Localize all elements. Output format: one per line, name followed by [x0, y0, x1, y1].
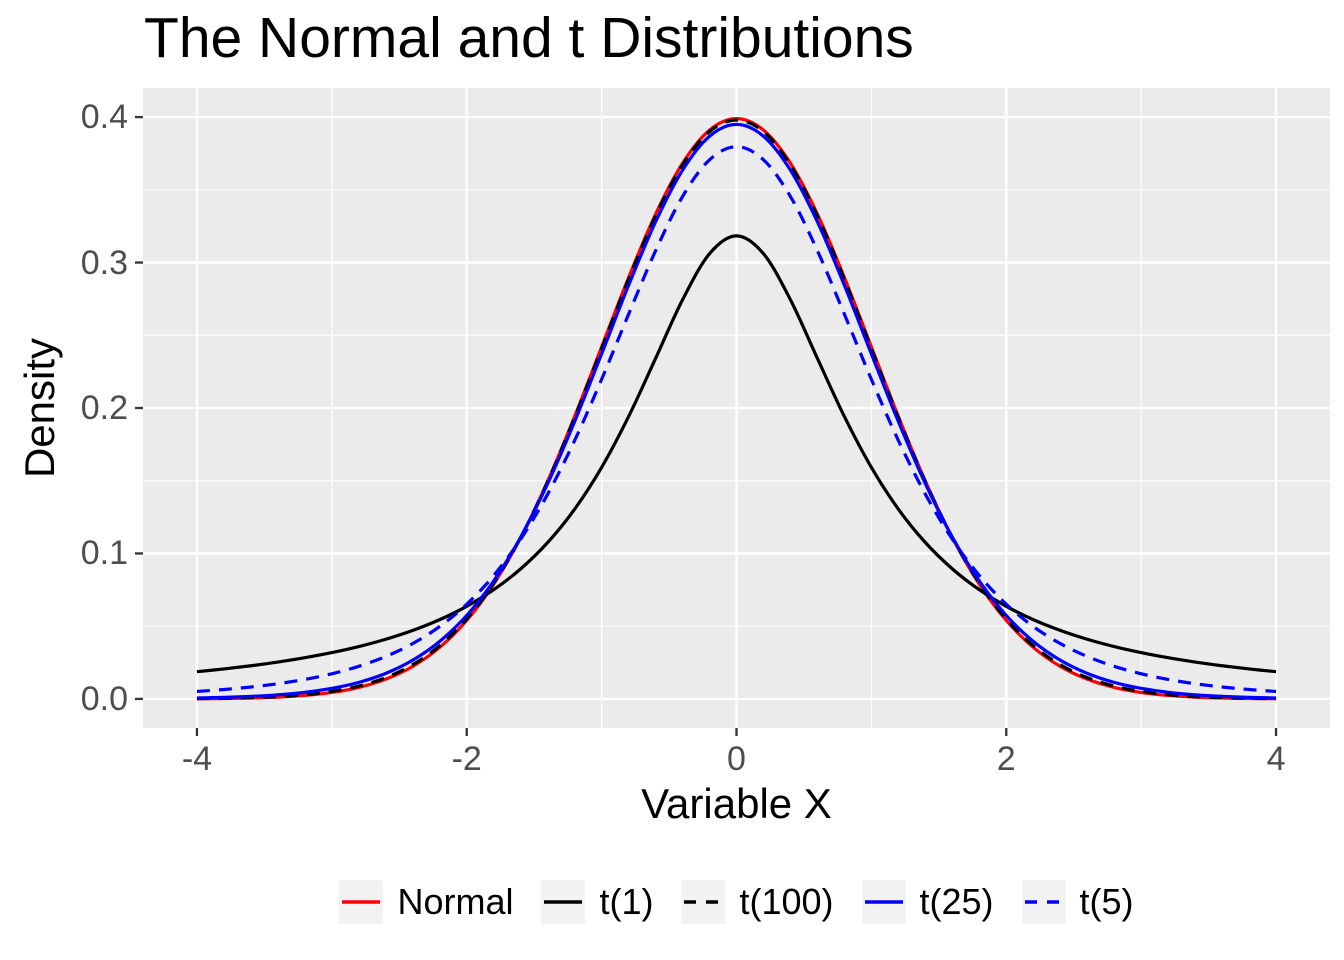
- legend-label: Normal: [397, 881, 514, 922]
- legend-item-t-100: t(100): [681, 880, 834, 924]
- curve-t-100: [196, 118, 1277, 701]
- y-tick-label: 0.1: [80, 534, 128, 573]
- curve-t-5: [196, 145, 1277, 694]
- x-tick-label: -4: [181, 740, 213, 778]
- legend-item-normal: Normal: [339, 880, 513, 924]
- legend-label: t(100): [739, 881, 834, 922]
- curve-t-25: [196, 122, 1277, 700]
- x-tick-label: 0: [727, 740, 746, 778]
- legend-label: t(5): [1079, 881, 1134, 922]
- legend-key-swatch: [339, 880, 384, 924]
- legend-key-swatch: [1021, 880, 1066, 924]
- y-tick-label: 0.3: [80, 243, 128, 282]
- legend: Normal t(1) t(100) t(25) t(5): [143, 878, 1330, 926]
- legend-key-swatch: [861, 880, 906, 924]
- y-tick-label: 0.2: [80, 389, 128, 427]
- legend-label: t(25): [919, 881, 994, 922]
- x-tick-label: 4: [1266, 740, 1286, 778]
- y-tick-label: 0.0: [80, 679, 128, 718]
- curve-t-1: [196, 234, 1277, 674]
- legend-label: t(1): [599, 881, 654, 922]
- legend-item-t-1: t(1): [541, 880, 653, 924]
- x-tick-label: 2: [996, 740, 1016, 778]
- x-axis-title: Variable X: [641, 780, 832, 827]
- legend-item-t-25: t(25): [861, 880, 994, 924]
- y-tick-label: 0.4: [80, 98, 128, 137]
- x-tick-label: -2: [451, 740, 482, 778]
- legend-key-swatch: [541, 880, 586, 924]
- legend-key-swatch: [681, 880, 726, 924]
- legend-item-t-5: t(5): [1021, 880, 1134, 924]
- chart-title: The Normal and t Distributions: [144, 6, 914, 70]
